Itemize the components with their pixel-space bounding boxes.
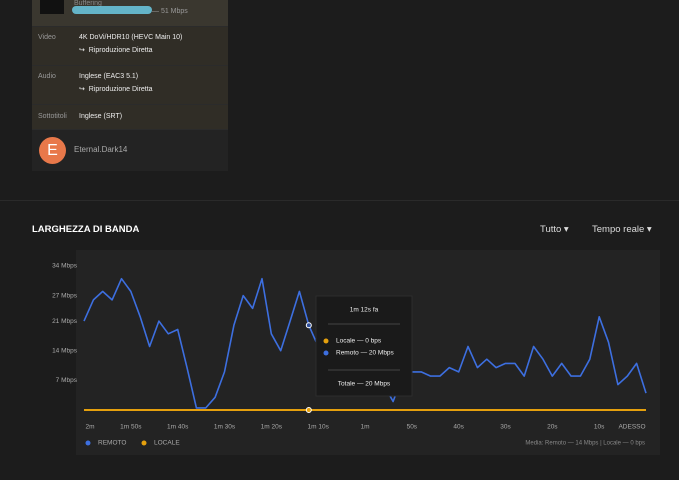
x-tick-label: 10s xyxy=(594,424,605,431)
session-header: Buffering — 51 Mbps xyxy=(32,0,228,26)
tooltip-box xyxy=(315,295,413,397)
x-tick-label: 20s xyxy=(547,424,558,431)
legend-label: LOCALE xyxy=(154,440,180,447)
row-detail: ↪ Riproduzione Diretta xyxy=(79,86,153,93)
tooltip-dot xyxy=(323,350,329,356)
x-tick-label: 40s xyxy=(453,424,464,431)
x-tick-label: 1m 20s xyxy=(261,424,283,431)
legend-label: REMOTO xyxy=(98,440,126,447)
filter-text[interactable]: Tutto xyxy=(540,224,562,235)
legend-swatch xyxy=(141,440,147,446)
os-icon xyxy=(40,0,64,14)
audio-row: Audio Inglese (EAC3 5.1) ↪ Riproduzione … xyxy=(32,66,228,104)
row-label: Audio xyxy=(38,73,56,80)
speed: — 51 Mbps xyxy=(152,8,188,15)
avatar: E xyxy=(39,137,66,164)
y-tick-label: 14 Mbps xyxy=(52,347,78,354)
x-tick-label: 1m 50s xyxy=(120,424,142,431)
x-tick-label: 50s xyxy=(407,424,418,431)
tooltip-title: 1m 12s fa xyxy=(350,307,379,314)
detail-text: Riproduzione Diretta xyxy=(88,47,153,54)
y-tick-label: 27 Mbps xyxy=(52,292,78,299)
summary: Media: Remoto — 14 Mbps | Locale — 0 bps xyxy=(525,441,645,447)
x-tick-label: 1m 10s xyxy=(308,424,330,431)
legend-swatch xyxy=(85,440,91,446)
detail-text: Riproduzione Diretta xyxy=(88,86,153,93)
user-name: Eternal.Dark14 xyxy=(74,145,128,154)
period-dropdown[interactable]: Tempo reale ▾ xyxy=(592,224,652,235)
filter-dropdown[interactable]: Tutto ▾ xyxy=(540,224,569,235)
y-tick-label: 34 Mbps xyxy=(52,263,78,270)
status: Buffering xyxy=(74,0,102,7)
row-label: Sottotitoli xyxy=(38,113,67,120)
y-tick-label: 7 Mbps xyxy=(56,377,78,384)
row-detail: ↪ Riproduzione Diretta xyxy=(79,47,153,54)
tooltip-line: Remoto — 20 Mbps xyxy=(336,350,395,357)
filter-text[interactable]: Tempo reale xyxy=(592,224,645,235)
tooltip-line: Locale — 0 bps xyxy=(336,338,382,345)
row-value: Inglese (SRT) xyxy=(79,113,123,120)
hover-point xyxy=(305,322,312,329)
x-tick-label: 1m 30s xyxy=(214,424,236,431)
x-tick-label: ADESSO xyxy=(618,424,645,431)
x-tick-label: 2m xyxy=(85,424,94,431)
tooltip-total: Totale — 20 Mbps xyxy=(338,381,391,388)
user: E Eternal.Dark14 xyxy=(32,130,228,171)
session-card: Buffering — 51 Mbps Video 4K DoVi/HDR10 … xyxy=(32,0,228,171)
redaction xyxy=(72,6,152,14)
row-label: Video xyxy=(38,34,56,41)
y-tick-label: 21 Mbps xyxy=(52,318,78,325)
row-value: 4K DoVi/HDR10 (HEVC Main 10) xyxy=(79,34,183,41)
section-title: LARGHEZZA DI BANDA xyxy=(32,224,140,235)
x-tick-label: 1m xyxy=(360,424,369,431)
hover-point xyxy=(305,407,312,413)
separator xyxy=(0,200,679,201)
video-row: Video 4K DoVi/HDR10 (HEVC Main 10) ↪ Rip… xyxy=(32,27,228,65)
tooltip: 1m 12s fa Locale — 0 bps Remoto — 20 Mbps T… xyxy=(315,295,413,397)
x-tick-label: 1m 40s xyxy=(167,424,189,431)
row-value: Inglese (EAC3 5.1) xyxy=(79,73,139,80)
x-tick-label: 30s xyxy=(500,424,511,431)
tooltip-dot xyxy=(323,338,329,344)
subtitle-row: Sottotitoli Inglese (SRT) xyxy=(32,105,228,129)
